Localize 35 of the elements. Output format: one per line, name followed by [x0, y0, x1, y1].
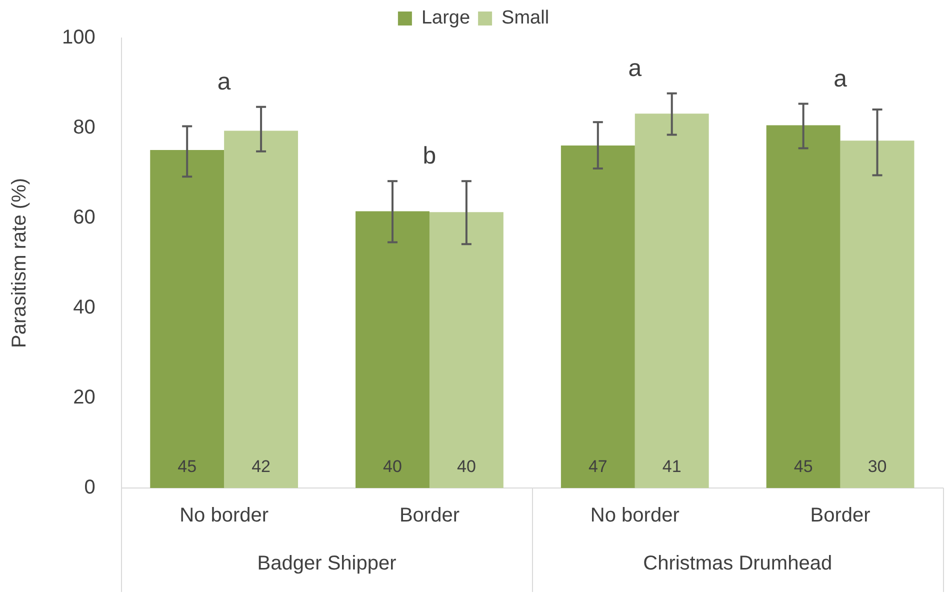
- annotation: a: [628, 54, 642, 82]
- y-tick-label: 0: [84, 476, 96, 499]
- annotation: 40: [456, 457, 476, 476]
- annotation: 41: [662, 457, 682, 476]
- annotation: 42: [252, 457, 271, 476]
- annotation: 45: [794, 457, 813, 476]
- y-tick-label: 20: [73, 386, 96, 409]
- bar: [634, 114, 709, 488]
- legend-label: Large: [421, 8, 470, 29]
- y-tick-label: 80: [73, 116, 96, 139]
- bar: [356, 211, 430, 488]
- bar: [224, 130, 298, 488]
- x-tick-label: No border: [590, 504, 680, 527]
- annotation: 45: [178, 457, 197, 476]
- legend-label: Small: [502, 8, 550, 29]
- x-tick-label: No border: [180, 504, 269, 527]
- x-tick-label: Border: [810, 504, 871, 527]
- bar: [840, 140, 914, 488]
- y-tick-label: 40: [73, 296, 96, 319]
- y-tick-label: 100: [62, 26, 96, 49]
- annotation: 40: [383, 457, 402, 476]
- annotation: b: [422, 142, 436, 170]
- text: Badger Shipper: [257, 552, 397, 575]
- bar: [429, 212, 504, 488]
- y-axis-title: Parasitism rate (%): [8, 178, 31, 348]
- y-tick-label: 60: [73, 206, 96, 229]
- annotation: 30: [868, 457, 887, 476]
- annotation: a: [217, 68, 232, 96]
- bar: [766, 125, 840, 488]
- x-tick-label: Border: [399, 504, 460, 527]
- bar: [560, 146, 635, 488]
- text: Christmas Drumhead: [643, 552, 832, 575]
- annotation: 47: [588, 457, 608, 476]
- annotation: a: [834, 65, 848, 92]
- bar: [150, 150, 224, 488]
